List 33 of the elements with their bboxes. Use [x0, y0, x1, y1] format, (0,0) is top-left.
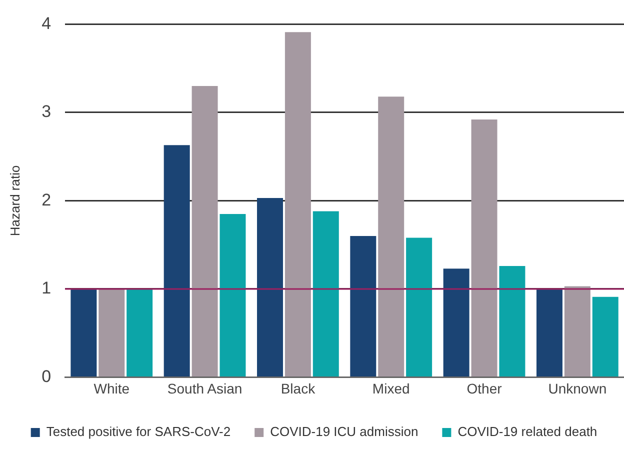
bar — [284, 32, 311, 376]
legend-label: Tested positive for SARS-CoV-2 — [46, 424, 231, 440]
bar — [592, 296, 618, 376]
bar — [536, 288, 562, 376]
bar — [98, 288, 125, 376]
bar — [499, 266, 526, 376]
y-tick-label: 3 — [42, 102, 52, 122]
bar — [220, 214, 246, 376]
x-tick-label: Black — [280, 380, 316, 396]
x-tick-label: White — [94, 380, 130, 396]
y-tick-label: 4 — [42, 14, 52, 33]
bar — [350, 236, 376, 376]
bar — [443, 268, 470, 376]
bar — [192, 86, 218, 376]
bar — [471, 120, 498, 376]
y-tick-label: 2 — [42, 190, 52, 210]
bar — [312, 211, 339, 376]
x-tick-label: Mixed — [372, 380, 410, 396]
x-tick-label: Other — [466, 380, 502, 396]
y-tick-label: 0 — [42, 366, 52, 386]
legend-label: COVID-19 ICU admission — [270, 424, 418, 440]
bar — [164, 145, 190, 376]
y-axis-title: Hazard ratio — [7, 165, 22, 236]
y-tick-label: 1 — [42, 278, 52, 298]
bar — [564, 286, 590, 376]
x-tick-label: South Asian — [167, 380, 242, 396]
bar — [126, 288, 153, 376]
bar — [378, 96, 404, 376]
x-tick-label: Unknown — [548, 380, 607, 396]
bar — [406, 238, 432, 376]
legend-label: COVID-19 related death — [458, 424, 598, 440]
bar — [70, 288, 97, 376]
bar — [257, 198, 283, 376]
